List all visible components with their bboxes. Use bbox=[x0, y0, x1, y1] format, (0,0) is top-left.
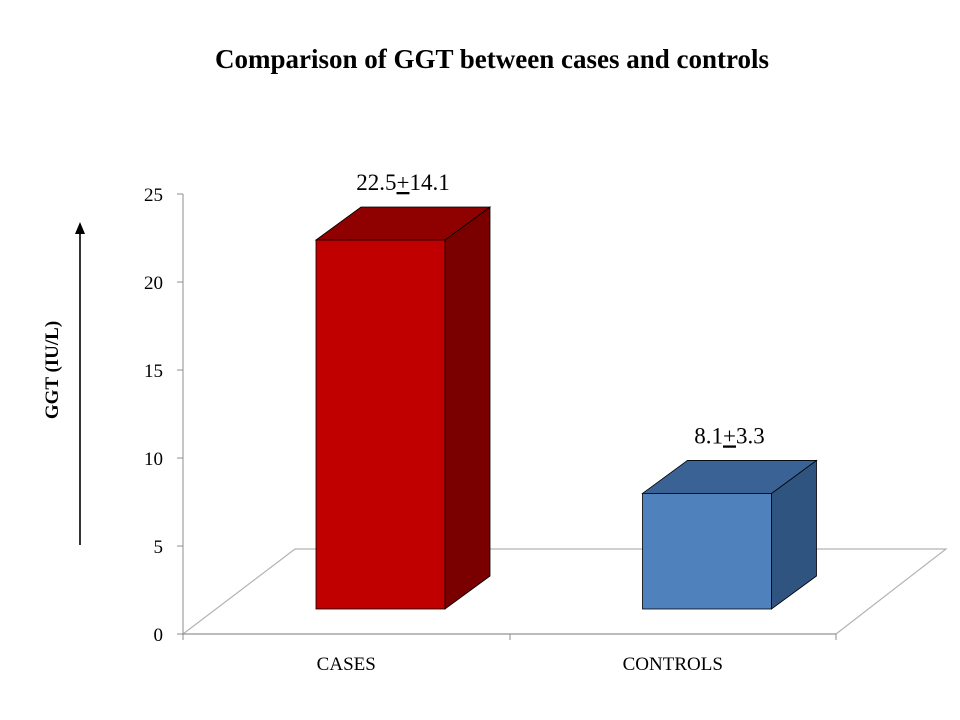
data-label-sd: 14.1 bbox=[409, 170, 449, 195]
chart-floor bbox=[181, 548, 948, 635]
y-tick-label: 20 bbox=[144, 273, 163, 294]
data-label-value: 22.5 bbox=[356, 170, 396, 195]
data-label-sd: 3.3 bbox=[736, 423, 765, 448]
arrow-head-icon bbox=[75, 222, 85, 234]
y-tick-label: 15 bbox=[144, 361, 163, 382]
y-tick-label: 10 bbox=[144, 449, 163, 470]
data-label-plus: + bbox=[723, 423, 736, 448]
x-tick-label: CONTROLS bbox=[623, 654, 723, 675]
x-labels: CASES CONTROLS bbox=[317, 654, 723, 675]
y-ticks: 0 5 10 15 20 25 bbox=[144, 185, 183, 646]
x-tick-label: CASES bbox=[317, 654, 376, 675]
bar-controls: 8.1+3.3 bbox=[641, 423, 818, 610]
y-tick-label: 25 bbox=[144, 185, 163, 206]
y-tick-label: 0 bbox=[154, 625, 164, 646]
data-label: 8.1+3.3 bbox=[694, 423, 764, 448]
data-label-value: 8.1 bbox=[694, 423, 723, 448]
y-axis-label: GGT (IU/L) bbox=[42, 321, 63, 419]
bar-front bbox=[642, 493, 772, 610]
y-tick-label: 5 bbox=[154, 537, 164, 558]
bar-front bbox=[315, 239, 446, 610]
data-label: 22.5+14.1 bbox=[356, 170, 449, 195]
bar-cases: 22.5+14.1 bbox=[314, 170, 492, 610]
bars: 22.5+14.18.1+3.3 bbox=[314, 170, 818, 610]
bar-side bbox=[444, 206, 491, 610]
chart-title: Comparison of GGT between cases and cont… bbox=[214, 44, 769, 74]
data-label-plus: + bbox=[397, 170, 410, 195]
